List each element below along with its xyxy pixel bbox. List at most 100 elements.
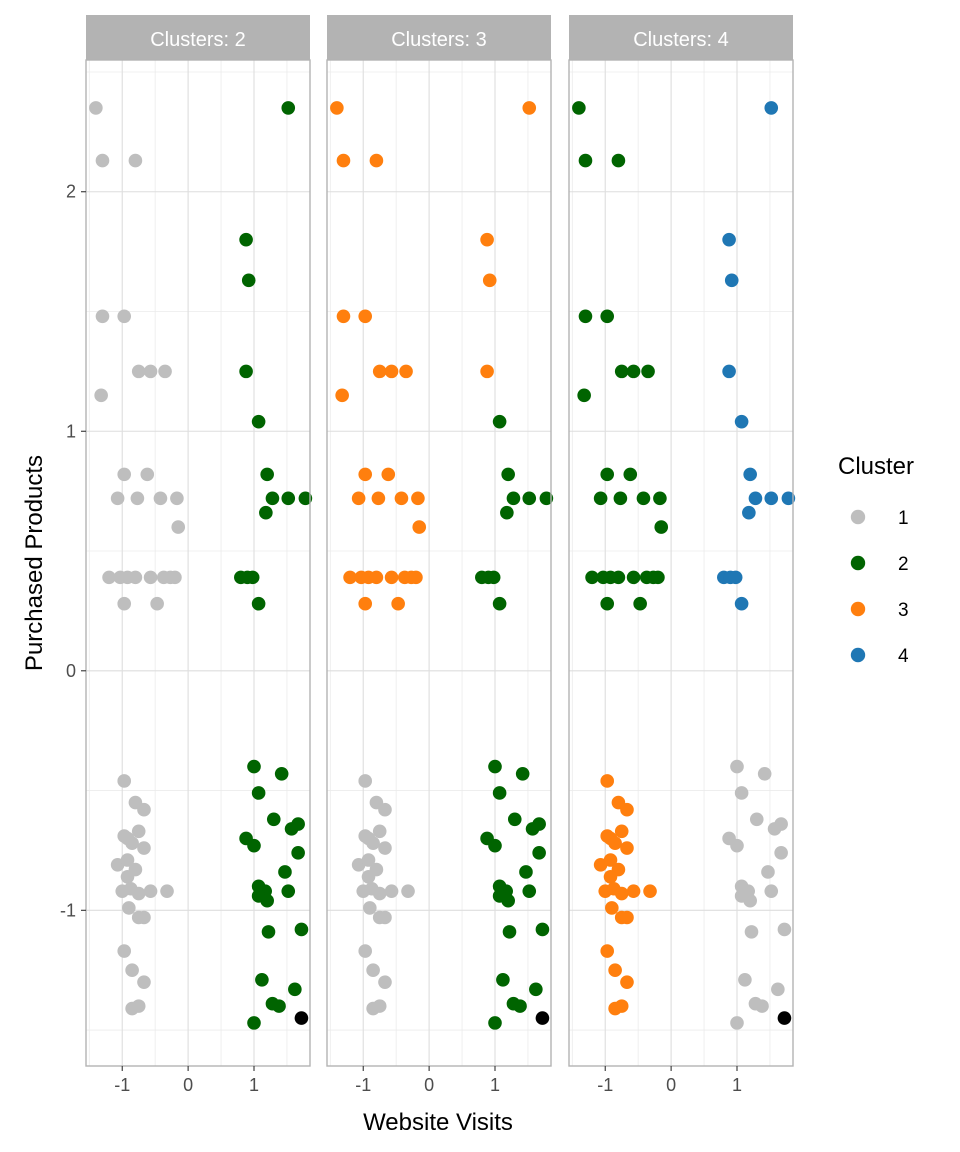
legend-key-3 [850, 601, 866, 617]
y-tick-label: 1 [66, 421, 76, 441]
data-point-cluster-2 [294, 922, 309, 937]
x-tick-label: 1 [490, 1075, 500, 1095]
data-point-cluster-1 [378, 975, 392, 989]
data-point-cluster-1 [120, 869, 135, 884]
data-point-cluster-2 [623, 467, 638, 482]
data-point-cluster-1 [372, 824, 387, 839]
x-tick-label: -1 [355, 1075, 371, 1095]
data-point-cluster-4 [734, 596, 749, 611]
data-point-cluster-1 [363, 901, 377, 915]
data-point-cluster-1 [117, 309, 132, 324]
data-point-cluster-3 [643, 884, 657, 898]
legend-key-2 [850, 555, 866, 571]
data-point-cluster-3 [351, 491, 366, 506]
data-point-cluster-2 [278, 865, 292, 879]
y-tick-label: 2 [66, 182, 76, 202]
x-tick-label: -1 [597, 1075, 613, 1095]
data-point-cluster-1 [378, 841, 392, 855]
data-point-cluster-2 [239, 232, 253, 247]
data-point-cluster-1 [771, 982, 785, 997]
data-point-cluster-1 [125, 963, 139, 977]
data-point-cluster-1 [125, 836, 139, 851]
data-point-cluster-3 [343, 570, 357, 585]
data-point-cluster-2 [501, 893, 515, 908]
data-point-cluster-2 [633, 596, 647, 611]
data-point-cluster-1 [130, 491, 145, 506]
data-point-cluster-2 [600, 467, 615, 482]
data-point-cluster-1 [378, 802, 392, 817]
data-point-cluster-2 [522, 884, 537, 898]
data-point-cluster-2 [496, 972, 510, 987]
data-point-cluster-3 [608, 836, 622, 851]
data-point-cluster-2 [492, 414, 507, 429]
data-point-cluster-4 [728, 570, 743, 585]
data-point-cluster-2 [522, 491, 537, 506]
data-point-cluster-2 [585, 570, 599, 585]
data-point-cluster-2 [613, 491, 628, 506]
data-point-cluster-2 [532, 846, 546, 860]
data-point-cluster-3 [336, 153, 351, 168]
data-point-cluster-3 [335, 388, 349, 403]
data-point-cluster-1 [764, 884, 779, 898]
data-point-cluster-1 [366, 836, 380, 851]
data-point-cluster-2 [274, 766, 289, 781]
data-point-cluster-3 [358, 309, 373, 324]
data-point-cluster-1 [730, 759, 744, 774]
data-point-cluster-4 [722, 232, 736, 247]
data-point-cluster-1 [117, 944, 132, 958]
data-point-cluster-4 [764, 101, 779, 115]
data-point-cluster-1 [384, 884, 399, 898]
data-point-cluster-4 [748, 491, 763, 506]
data-point-cluster-2 [488, 759, 502, 774]
data-point-cluster-3 [600, 774, 615, 788]
data-point-cluster-2 [653, 491, 667, 506]
data-point-cluster-2 [626, 570, 641, 585]
data-point-cluster-1 [131, 824, 146, 839]
data-point-cluster-2 [578, 153, 593, 168]
data-point-cluster-1 [131, 999, 146, 1013]
data-point-cluster-2 [501, 467, 515, 482]
y-axis-ticks: -1 0 1 2 [60, 182, 86, 920]
data-point-cluster-2 [260, 467, 274, 482]
data-point-cluster-2 [488, 1016, 502, 1030]
data-point-cluster-1 [117, 467, 132, 482]
data-point-cluster-2 [513, 999, 527, 1013]
data-point-cluster-1 [143, 570, 158, 585]
data-point-cluster-1 [361, 869, 376, 884]
data-point-cluster-1 [372, 999, 387, 1013]
data-point-cluster-3 [411, 491, 425, 506]
y-tick-label: 0 [66, 661, 76, 681]
data-point-cluster-1 [137, 975, 151, 989]
data-point-cluster-2 [636, 491, 651, 506]
data-point-cluster-1 [372, 886, 387, 901]
data-point-cluster-4 [764, 491, 779, 506]
data-point-cluster-3 [369, 570, 384, 585]
facet-strip-label: Clusters: 2 [150, 29, 246, 51]
data-point-cluster-3 [399, 364, 413, 379]
data-point-cluster-2 [288, 982, 302, 997]
data-point-cluster-undefined [777, 1011, 792, 1025]
facet-panel: Clusters: 2 [85, 15, 313, 1067]
data-point-cluster-1 [366, 963, 380, 977]
data-point-cluster-1 [89, 101, 103, 115]
data-point-cluster-2 [572, 101, 586, 115]
data-point-cluster-2 [614, 364, 629, 379]
data-point-cluster-1 [730, 838, 744, 853]
data-point-cluster-2 [247, 759, 261, 774]
data-point-cluster-1 [744, 925, 759, 939]
data-point-cluster-3 [626, 884, 641, 898]
data-point-cluster-4 [722, 364, 736, 379]
data-point-cluster-2 [281, 101, 296, 115]
data-point-cluster-2 [500, 505, 514, 520]
data-point-cluster-3 [620, 910, 634, 925]
data-point-cluster-2 [507, 812, 522, 827]
data-point-cluster-1 [738, 972, 752, 987]
data-point-cluster-3 [620, 841, 634, 855]
data-point-cluster-2 [298, 491, 313, 506]
data-point-cluster-3 [600, 944, 615, 958]
data-point-cluster-undefined [535, 1011, 550, 1025]
data-point-cluster-1 [153, 491, 168, 506]
data-point-cluster-1 [137, 910, 151, 925]
x-tick-label: 0 [183, 1075, 193, 1095]
